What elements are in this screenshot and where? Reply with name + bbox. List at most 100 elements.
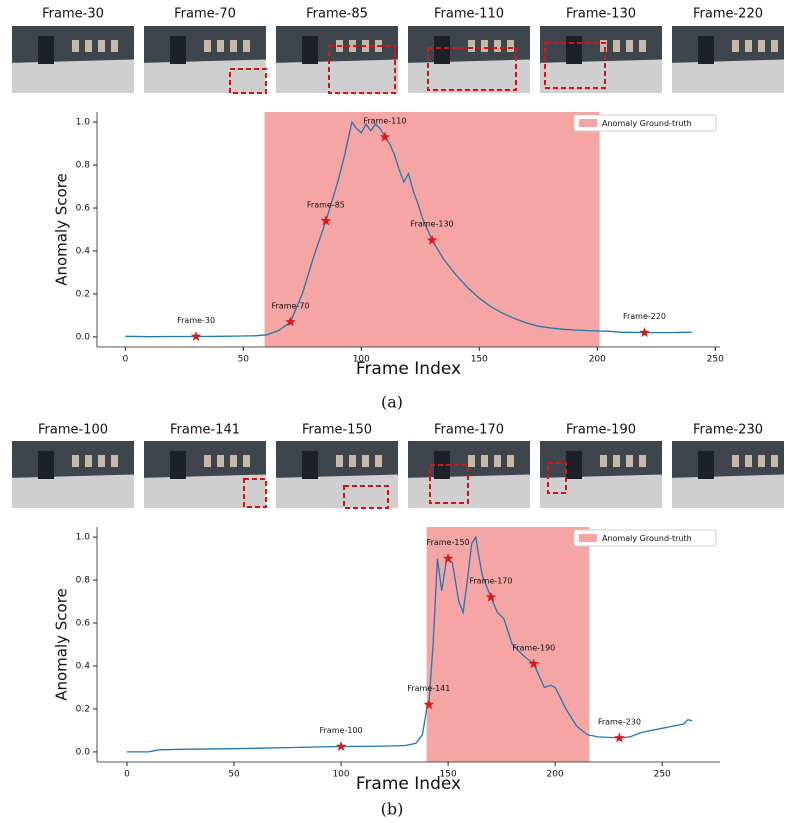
thumbnail-ground: [12, 474, 134, 508]
caption: (b): [381, 800, 404, 819]
thumbnail-ground: [144, 59, 266, 93]
thumbnail-window: [639, 455, 646, 467]
thumbnail-window: [204, 455, 211, 467]
thumbnail-window: [349, 455, 356, 467]
thumbnail-window: [732, 455, 739, 467]
frame-marker: [423, 699, 435, 710]
thumbnail-window: [85, 455, 92, 467]
thumbnail-window: [362, 455, 369, 467]
thumbnail-window: [771, 455, 778, 467]
thumbnail-window: [243, 455, 250, 467]
frame-marker: [379, 131, 391, 142]
frame-marker: [442, 553, 454, 563]
thumbnail-window: [613, 455, 620, 467]
thumbnail-window: [758, 455, 765, 467]
legend-swatch: [579, 119, 597, 127]
legend-box: [573, 114, 717, 132]
thumbnail-window: [98, 40, 105, 52]
thumbnail-window: [745, 40, 752, 52]
frame-label: Frame-150: [302, 423, 372, 438]
thumbnail-window: [626, 455, 633, 467]
x-tick-label: 250: [707, 355, 724, 365]
thumbnail-ground: [672, 59, 784, 93]
frame-marker: [190, 331, 202, 341]
frame-annotation: Frame-110: [363, 117, 406, 126]
thumbnail-window: [230, 455, 237, 467]
thumbnail-door: [38, 451, 54, 479]
thumbnail-window: [72, 40, 79, 52]
frame-annotation: Frame-130: [411, 220, 454, 229]
frame-marker: [614, 732, 625, 743]
legend-label: Anomaly Ground-truth: [602, 119, 692, 128]
thumbnail-window: [468, 40, 475, 52]
frame-annotation: Frame-70: [272, 301, 310, 310]
thumbnail-facade: [672, 441, 784, 478]
thumbnail-window: [98, 455, 105, 467]
thumbnail-window: [600, 40, 607, 52]
frame-label: Frame-130: [566, 7, 636, 22]
x-tick-label: 200: [589, 355, 606, 365]
y-tick-label: 0.6: [76, 204, 91, 214]
thumbnail-window: [626, 40, 633, 52]
frame-annotation: Frame-85: [307, 200, 345, 209]
x-tick-label: 150: [471, 355, 488, 365]
thumbnail-window: [639, 40, 646, 52]
thumbnail-window: [481, 40, 488, 52]
thumbnail-ground: [12, 59, 134, 93]
thumbnail-door: [302, 36, 318, 64]
thumbnail-window: [85, 40, 92, 52]
frame-marker: [426, 234, 438, 245]
detection-box: [229, 68, 267, 94]
x-tick-label: 100: [332, 770, 349, 780]
legend-swatch: [579, 534, 597, 542]
thumbnail-window: [217, 40, 224, 52]
y-tick-label: 0.6: [76, 619, 91, 629]
frame-label: Frame-100: [38, 423, 108, 438]
thumbnail-window: [230, 40, 237, 52]
thumbnail-window: [336, 455, 343, 467]
y-axis-label: Anomaly Score: [53, 173, 71, 286]
frame-label: Frame-230: [693, 423, 763, 438]
frame-marker: [485, 591, 497, 602]
thumbnail-window: [507, 40, 514, 52]
thumbnail-window: [481, 455, 488, 467]
frame-marker: [639, 327, 650, 338]
frame-annotation: Frame-190: [512, 643, 555, 652]
detection-box: [547, 462, 567, 494]
thumbnail-window: [613, 40, 620, 52]
frame-annotation: Frame-30: [177, 316, 215, 325]
thumbnail-window: [111, 40, 118, 52]
frame-label: Frame-30: [42, 7, 104, 22]
thumbnail-window: [349, 40, 356, 52]
thumbnail-window: [600, 455, 607, 467]
thumbnail-window: [494, 40, 501, 52]
thumbnail-window: [758, 40, 765, 52]
x-tick-label: 0: [124, 770, 130, 780]
y-axis-label: Anomaly Score: [53, 588, 71, 701]
frame-label: Frame-85: [306, 7, 368, 22]
thumbnail-ground: [408, 59, 530, 93]
thumbnail-ground: [276, 474, 398, 508]
y-tick-label: 0.2: [76, 704, 90, 714]
frame-label: Frame-190: [566, 423, 636, 438]
x-tick-label: 50: [228, 770, 240, 780]
legend-label: Anomaly Ground-truth: [602, 534, 692, 543]
thumbnail-window: [111, 455, 118, 467]
thumbnail-door: [170, 451, 186, 479]
frame-label: Frame-70: [174, 7, 236, 22]
thumbnail-window: [507, 455, 514, 467]
frame-marker: [285, 316, 296, 327]
frame-marker: [320, 215, 332, 226]
thumbnail-window: [217, 455, 224, 467]
y-tick-label: 0.0: [76, 747, 91, 757]
thumbnail-door: [698, 451, 714, 479]
thumbnail-window: [771, 40, 778, 52]
frame-annotation: Frame-100: [320, 726, 363, 735]
thumbnail-ground: [540, 59, 662, 93]
thumbnail-ground: [672, 474, 784, 508]
y-tick-label: 0.4: [76, 246, 91, 256]
frame-marker: [528, 658, 539, 669]
thumbnail-door: [434, 36, 450, 64]
thumbnail-door: [566, 451, 582, 479]
